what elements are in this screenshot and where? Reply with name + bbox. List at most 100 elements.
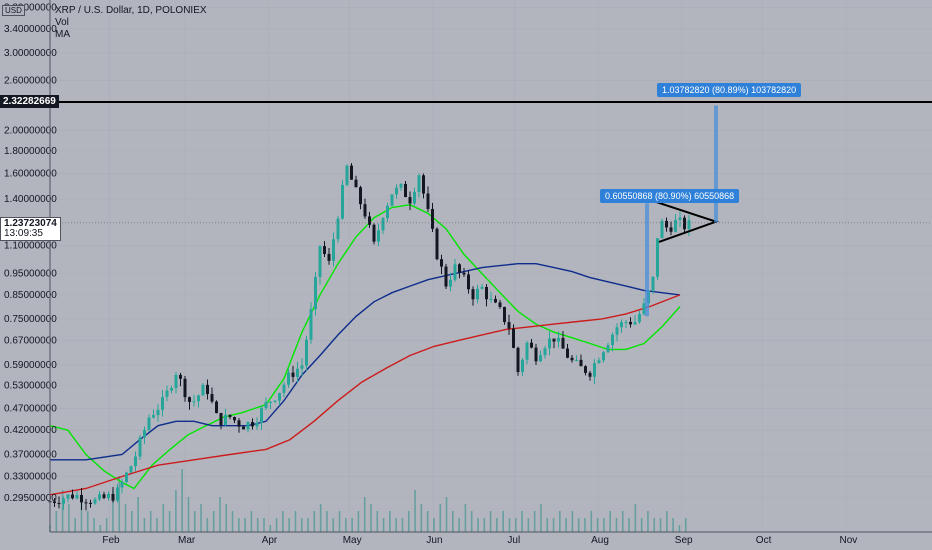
time-axis: Feb Mar Apr May Jun Jul Aug Sep Oct Nov [50,531,932,546]
volume-bar [420,504,423,532]
candle-body [318,246,322,277]
candle-body [611,334,614,346]
volume-bar [332,518,335,532]
candle-body [485,286,488,300]
y-tick-label: 3.40000000 [4,24,57,35]
volume-bar [294,511,297,532]
candle-body [512,328,515,348]
volume-bar [238,518,240,532]
volume-bar [357,511,360,532]
volume-bar [86,511,89,532]
volume-bar [596,518,599,532]
candle-body [683,217,686,230]
volume-bar [345,518,347,532]
candle-body [404,183,407,198]
measure-bar-upper [714,105,718,223]
price-axis: 3.80000000 3.40000000 3.00000000 2.60000000… [4,0,57,532]
candle-body [188,397,191,402]
candle-body [552,338,556,342]
volume-bar [445,497,448,532]
candle-body [462,272,466,275]
candle-body [453,264,457,280]
volume-bar [319,504,322,532]
volume-bar [666,511,668,532]
volume-bar [326,511,328,532]
volume-bar [489,511,492,532]
candle-body [665,220,668,228]
x-tick-label: Jun [426,535,442,546]
volume-bar [105,518,108,532]
x-tick-label: Aug [591,535,609,546]
x-tick-label: Mar [178,535,196,546]
volume-bar [225,504,228,532]
volume-bar [231,511,234,532]
candle-body [377,230,380,242]
volume-bar [634,504,637,532]
volume-bar [502,511,504,532]
candle-body [597,360,601,364]
volume-bar [552,518,555,532]
volume-bar [426,511,429,532]
candle-body [309,309,313,340]
candle-body [192,401,196,403]
candle-body [494,298,497,303]
volume-bar [200,504,202,532]
volume-bar [112,490,114,532]
candle-body [183,378,187,398]
candle-body [93,499,97,504]
candle-body [476,288,479,300]
candle-body [341,184,344,219]
volume-bar [483,518,486,532]
volume-indicator-label[interactable]: Vol [55,17,69,28]
candle-body [561,337,565,349]
symbol-title[interactable]: XRP / U.S. Dollar, 1D, POLONIEX [55,5,207,16]
candle-body [107,493,110,498]
candle-body [435,228,439,260]
candle-body [602,352,605,361]
volume-bar [571,511,574,532]
volume-bar [496,518,498,532]
candle-body [224,414,227,426]
volume-bar [615,518,618,532]
volume-bar [68,504,70,532]
candle-body [120,481,124,488]
candle-body [584,366,587,373]
candle-body [651,276,655,291]
candle-body [471,289,475,300]
candle-body [255,422,259,427]
candle-body [233,417,236,421]
candle-body [480,286,484,289]
candle-body [296,368,299,377]
candle-body [174,374,178,389]
volume-bar [61,490,64,532]
candle-body [201,384,205,396]
candle-body [179,374,182,379]
volume-bar [275,518,278,532]
volume-bar [603,518,605,532]
candle-body [282,384,286,393]
y-tick-label: 0.75000000 [4,314,57,325]
candle-body [534,347,538,362]
candle-body [399,183,403,188]
ma-line-blue [50,263,681,461]
candle-body [291,372,295,377]
currency-label[interactable]: USD [2,5,25,16]
candle-body [588,372,592,377]
measure-label-lower[interactable]: 0.60550868 (80.90%) 60550868 [600,189,740,203]
candle-body [368,216,371,225]
y-tick-label: 0.67000000 [4,336,57,347]
candle-body [327,253,331,261]
volume-bar [684,518,687,532]
candle-body [80,495,83,503]
volume-bar [401,518,404,532]
volume-bar [99,525,102,532]
measure-label-upper[interactable]: 1.03782820 (80.89%) 103782820 [657,83,802,97]
candle-body [152,415,155,418]
volume-bar [149,511,152,532]
candle-body [359,187,362,205]
x-tick-label: May [343,535,362,546]
ma-indicator-label[interactable]: MA [55,29,70,40]
candle-body [417,175,421,192]
candle-body [210,394,214,402]
